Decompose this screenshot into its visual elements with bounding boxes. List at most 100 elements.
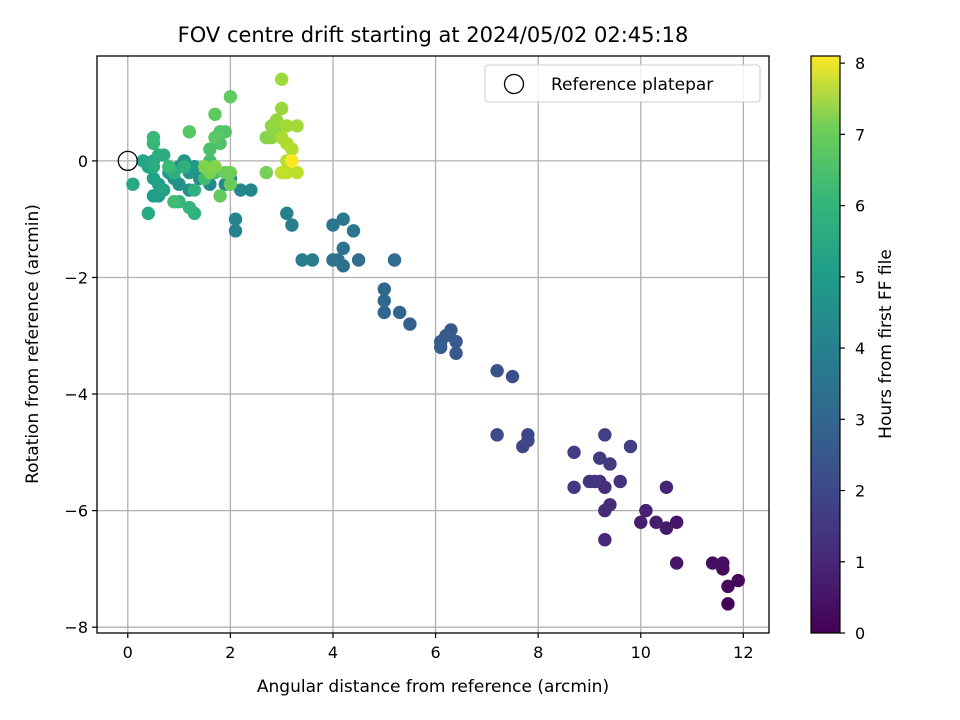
data-point (146, 160, 161, 174)
data-point (290, 119, 304, 133)
data-point (336, 212, 350, 226)
data-point (449, 334, 463, 349)
x-tick-label: 12 (733, 643, 753, 662)
data-point (567, 480, 581, 494)
y-axis-label: Rotation from reference (arcmin) (23, 204, 43, 484)
data-point (593, 451, 607, 465)
data-point (274, 101, 289, 116)
data-point (613, 474, 627, 489)
data-point (182, 125, 197, 139)
data-point (326, 253, 340, 267)
data-point (198, 160, 212, 174)
y-axis-ticks: −8 −6 −4 −2 0 (64, 152, 97, 637)
data-point (377, 282, 391, 296)
data-point (167, 195, 181, 209)
data-point (233, 183, 248, 197)
data-point (208, 130, 222, 145)
data-point (669, 556, 684, 570)
y-tick-label: 0 (78, 152, 88, 171)
x-tick-label: 4 (328, 643, 338, 662)
data-point (392, 305, 407, 320)
data-point (182, 200, 197, 215)
data-points (126, 72, 745, 611)
data-point (259, 165, 273, 180)
colorbar-frame (810, 55, 841, 634)
colorbar-tick-label: 7 (855, 125, 865, 144)
data-point (223, 90, 238, 104)
colorbar (811, 56, 840, 633)
data-point (521, 433, 535, 448)
data-point (223, 165, 238, 180)
data-point (146, 130, 161, 145)
data-point (649, 515, 663, 529)
colorbar-ticks: 0 1 2 3 4 5 6 7 8 (840, 54, 865, 643)
data-point (280, 206, 294, 221)
data-point (290, 165, 304, 180)
colorbar-tick-label: 8 (855, 54, 865, 73)
x-tick-label: 2 (225, 643, 235, 662)
data-point (228, 224, 243, 238)
data-point (669, 515, 684, 529)
data-point (387, 253, 402, 267)
data-point (377, 294, 391, 308)
y-tick-label: −8 (64, 618, 88, 637)
colorbar-tick-label: 6 (855, 197, 865, 216)
data-point (351, 253, 366, 267)
x-tick-label: 6 (430, 643, 440, 662)
data-point (505, 369, 520, 384)
x-tick-label: 0 (123, 643, 133, 662)
legend-box (484, 64, 761, 103)
data-point (346, 224, 361, 238)
data-point (244, 183, 258, 197)
data-point (228, 212, 243, 226)
data-point (659, 480, 674, 494)
data-point (177, 160, 191, 174)
data-point (403, 317, 417, 331)
data-point (126, 177, 140, 191)
colorbar-tick-label: 3 (855, 410, 865, 429)
colorbar-label: Hours from first FF file (876, 249, 896, 439)
y-tick-label: −2 (64, 268, 88, 287)
colorbar-tick-label: 2 (855, 482, 865, 501)
data-point (598, 428, 612, 442)
data-point (659, 521, 674, 535)
data-point (269, 113, 284, 127)
plot-frame (96, 55, 770, 634)
x-axis-ticks: 0 2 4 6 8 10 12 (123, 633, 754, 662)
data-point (213, 189, 227, 203)
data-point (490, 428, 504, 442)
data-point (603, 498, 617, 512)
data-point (305, 253, 320, 267)
colorbar-tick-label: 0 (855, 624, 865, 643)
data-point (187, 160, 202, 174)
data-point (716, 556, 730, 570)
colorbar-tick-label: 1 (855, 553, 865, 572)
data-point (433, 340, 448, 355)
chart-title: FOV centre drift starting at 2024/05/02 … (178, 23, 689, 47)
y-tick-label: −6 (64, 502, 88, 521)
legend: Reference platepar (484, 64, 761, 103)
data-point (218, 125, 232, 139)
data-point (449, 346, 463, 360)
data-point (285, 142, 299, 156)
data-point (203, 142, 217, 156)
data-point (623, 439, 638, 454)
data-point (146, 189, 161, 203)
legend-entry: Reference platepar (551, 75, 713, 95)
data-point (295, 253, 309, 267)
x-tick-label: 10 (631, 643, 651, 662)
y-tick-label: −4 (64, 385, 88, 404)
data-point (208, 160, 222, 174)
data-point (223, 177, 238, 191)
data-point (721, 597, 735, 611)
data-point (603, 457, 617, 471)
data-point (162, 160, 176, 174)
data-point (567, 445, 581, 460)
x-tick-label: 8 (533, 643, 543, 662)
data-point (721, 579, 735, 594)
data-point (639, 503, 653, 518)
colorbar-tick-label: 4 (855, 339, 865, 358)
data-point (377, 305, 391, 320)
data-point (587, 474, 602, 489)
